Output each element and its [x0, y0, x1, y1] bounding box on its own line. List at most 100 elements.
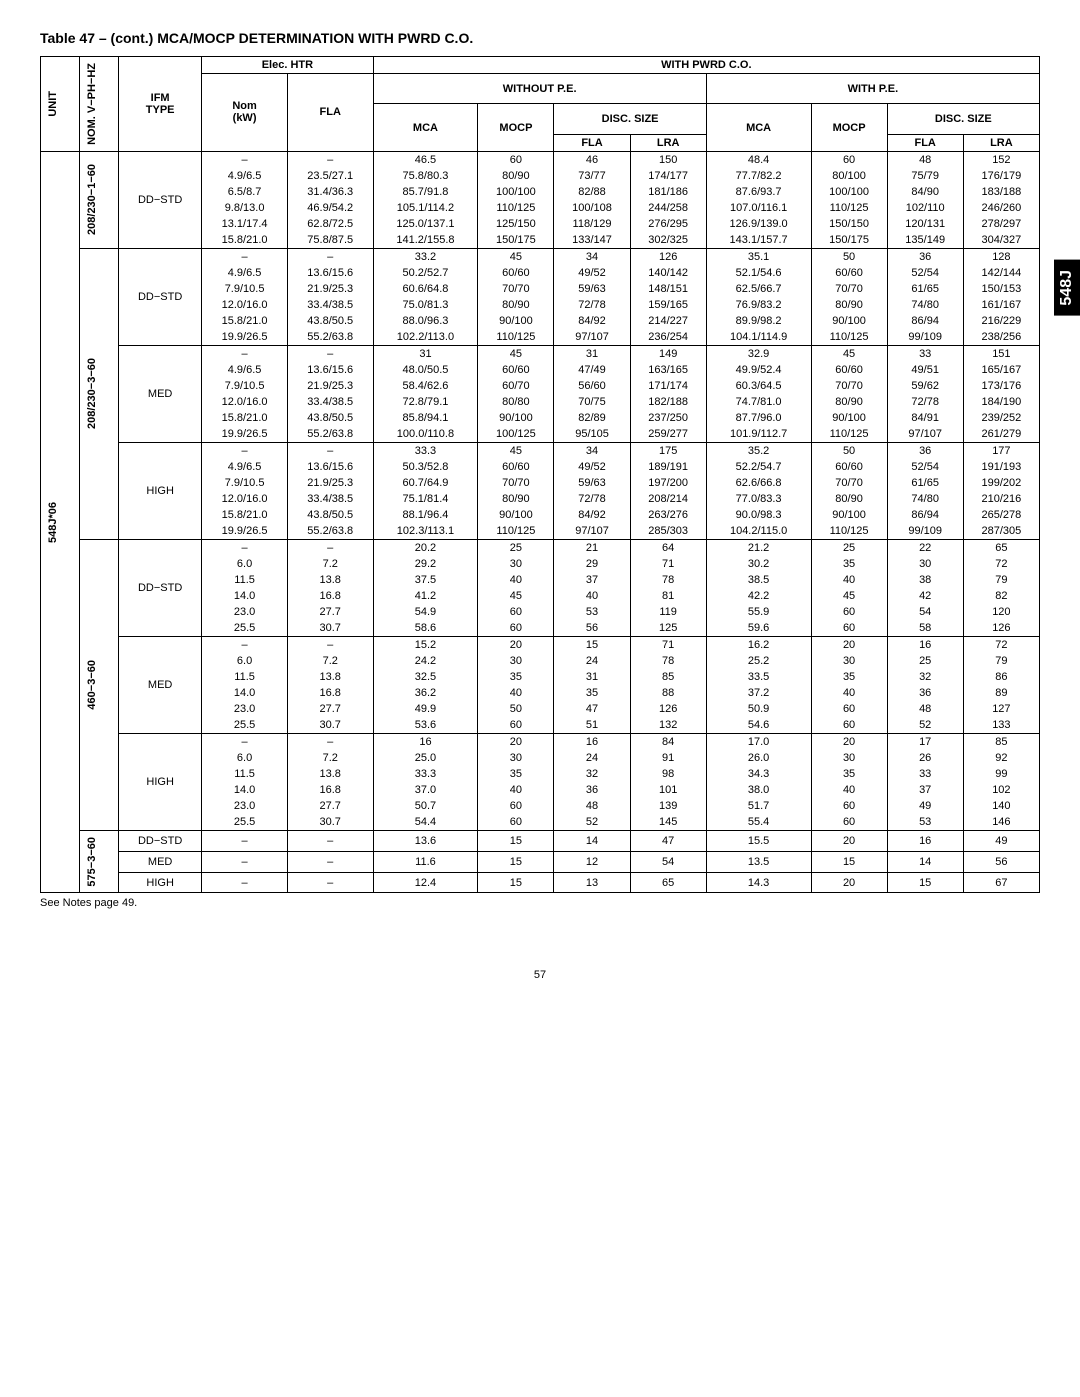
- data-cell: 25.5: [202, 717, 288, 734]
- data-cell: 4.9/6.5: [202, 459, 288, 475]
- data-cell: 34: [554, 442, 630, 459]
- data-cell: –: [202, 851, 288, 872]
- nom-label: 575−3−60: [84, 833, 100, 891]
- data-cell: 89: [963, 685, 1039, 701]
- data-cell: 80/90: [811, 297, 887, 313]
- data-cell: 149: [630, 345, 706, 362]
- data-cell: 72/78: [554, 297, 630, 313]
- data-cell: 11.5: [202, 669, 288, 685]
- data-cell: 15.5: [706, 830, 811, 851]
- data-cell: 49.9: [373, 701, 478, 717]
- data-cell: 11.6: [373, 851, 478, 872]
- data-cell: 33.4/38.5: [287, 491, 373, 507]
- data-cell: 34: [554, 248, 630, 265]
- data-cell: 36: [887, 442, 963, 459]
- data-cell: 40: [554, 588, 630, 604]
- data-cell: 15.8/21.0: [202, 410, 288, 426]
- data-cell: 70/70: [811, 475, 887, 491]
- data-cell: 60/60: [478, 459, 554, 475]
- data-cell: 62.6/66.8: [706, 475, 811, 491]
- data-cell: 54.6: [706, 717, 811, 734]
- data-cell: 78: [630, 653, 706, 669]
- data-cell: 88: [630, 685, 706, 701]
- data-cell: 40: [811, 572, 887, 588]
- data-cell: 15: [554, 636, 630, 653]
- data-cell: 133: [963, 717, 1039, 734]
- data-cell: 13.6/15.6: [287, 362, 373, 378]
- data-cell: –: [287, 872, 373, 893]
- data-cell: 7.2: [287, 750, 373, 766]
- data-cell: 82/89: [554, 410, 630, 426]
- data-cell: 30: [811, 750, 887, 766]
- data-cell: 38.0: [706, 782, 811, 798]
- data-cell: 50: [811, 442, 887, 459]
- data-cell: 7.2: [287, 653, 373, 669]
- data-cell: 25.0: [373, 750, 478, 766]
- data-cell: –: [202, 872, 288, 893]
- data-cell: 97/107: [554, 523, 630, 540]
- data-cell: 26.0: [706, 750, 811, 766]
- data-cell: 29: [554, 556, 630, 572]
- data-cell: 58.4/62.6: [373, 378, 478, 394]
- data-cell: 102: [963, 782, 1039, 798]
- data-cell: 175: [630, 442, 706, 459]
- data-cell: 191/193: [963, 459, 1039, 475]
- data-cell: 35: [478, 766, 554, 782]
- ifm-type: HIGH: [119, 442, 202, 539]
- data-cell: 21.9/25.3: [287, 281, 373, 297]
- data-cell: 79: [963, 653, 1039, 669]
- data-cell: 100/100: [478, 184, 554, 200]
- data-cell: 110/125: [478, 200, 554, 216]
- data-cell: –: [287, 636, 373, 653]
- data-cell: 13.5: [706, 851, 811, 872]
- data-cell: 150/175: [811, 232, 887, 249]
- data-cell: 148/151: [630, 281, 706, 297]
- data-cell: 60: [811, 604, 887, 620]
- data-cell: 26: [887, 750, 963, 766]
- data-cell: 16: [554, 733, 630, 750]
- data-cell: 152: [963, 151, 1039, 168]
- data-cell: 75.0/81.3: [373, 297, 478, 313]
- data-cell: 126: [630, 248, 706, 265]
- footnote: See Notes page 49.: [40, 897, 1040, 909]
- data-cell: 34.3: [706, 766, 811, 782]
- data-cell: 81: [630, 588, 706, 604]
- ifm-type: DD−STD: [119, 830, 202, 851]
- data-cell: 125/150: [478, 216, 554, 232]
- data-cell: 97/107: [887, 426, 963, 443]
- data-cell: 31: [373, 345, 478, 362]
- data-cell: 59.6: [706, 620, 811, 637]
- data-cell: 33.5: [706, 669, 811, 685]
- ifm-type: HIGH: [119, 872, 202, 893]
- data-cell: 35.2: [706, 442, 811, 459]
- data-cell: 95/105: [554, 426, 630, 443]
- data-cell: 135/149: [887, 232, 963, 249]
- data-cell: 71: [630, 636, 706, 653]
- data-cell: 80/90: [478, 168, 554, 184]
- data-cell: 54: [630, 851, 706, 872]
- data-cell: 171/174: [630, 378, 706, 394]
- data-cell: 4.9/6.5: [202, 362, 288, 378]
- data-cell: 56/60: [554, 378, 630, 394]
- data-cell: –: [202, 248, 288, 265]
- data-cell: 50: [478, 701, 554, 717]
- data-cell: 102/110: [887, 200, 963, 216]
- data-cell: 37.0: [373, 782, 478, 798]
- data-cell: 82/88: [554, 184, 630, 200]
- data-cell: 32.9: [706, 345, 811, 362]
- data-cell: 38: [887, 572, 963, 588]
- hdr-mocp-2: MOCP: [811, 104, 887, 151]
- ifm-type: DD−STD: [119, 248, 202, 345]
- data-cell: 62.8/72.5: [287, 216, 373, 232]
- data-cell: 12: [554, 851, 630, 872]
- data-cell: 30: [887, 556, 963, 572]
- data-cell: –: [287, 442, 373, 459]
- data-cell: 62.5/66.7: [706, 281, 811, 297]
- data-cell: 70/70: [811, 281, 887, 297]
- data-cell: 35: [811, 556, 887, 572]
- data-cell: 19.9/26.5: [202, 426, 288, 443]
- data-cell: 182/188: [630, 394, 706, 410]
- hdr-disc-1: DISC. SIZE: [554, 104, 706, 134]
- data-cell: 16.8: [287, 782, 373, 798]
- data-cell: 33: [887, 345, 963, 362]
